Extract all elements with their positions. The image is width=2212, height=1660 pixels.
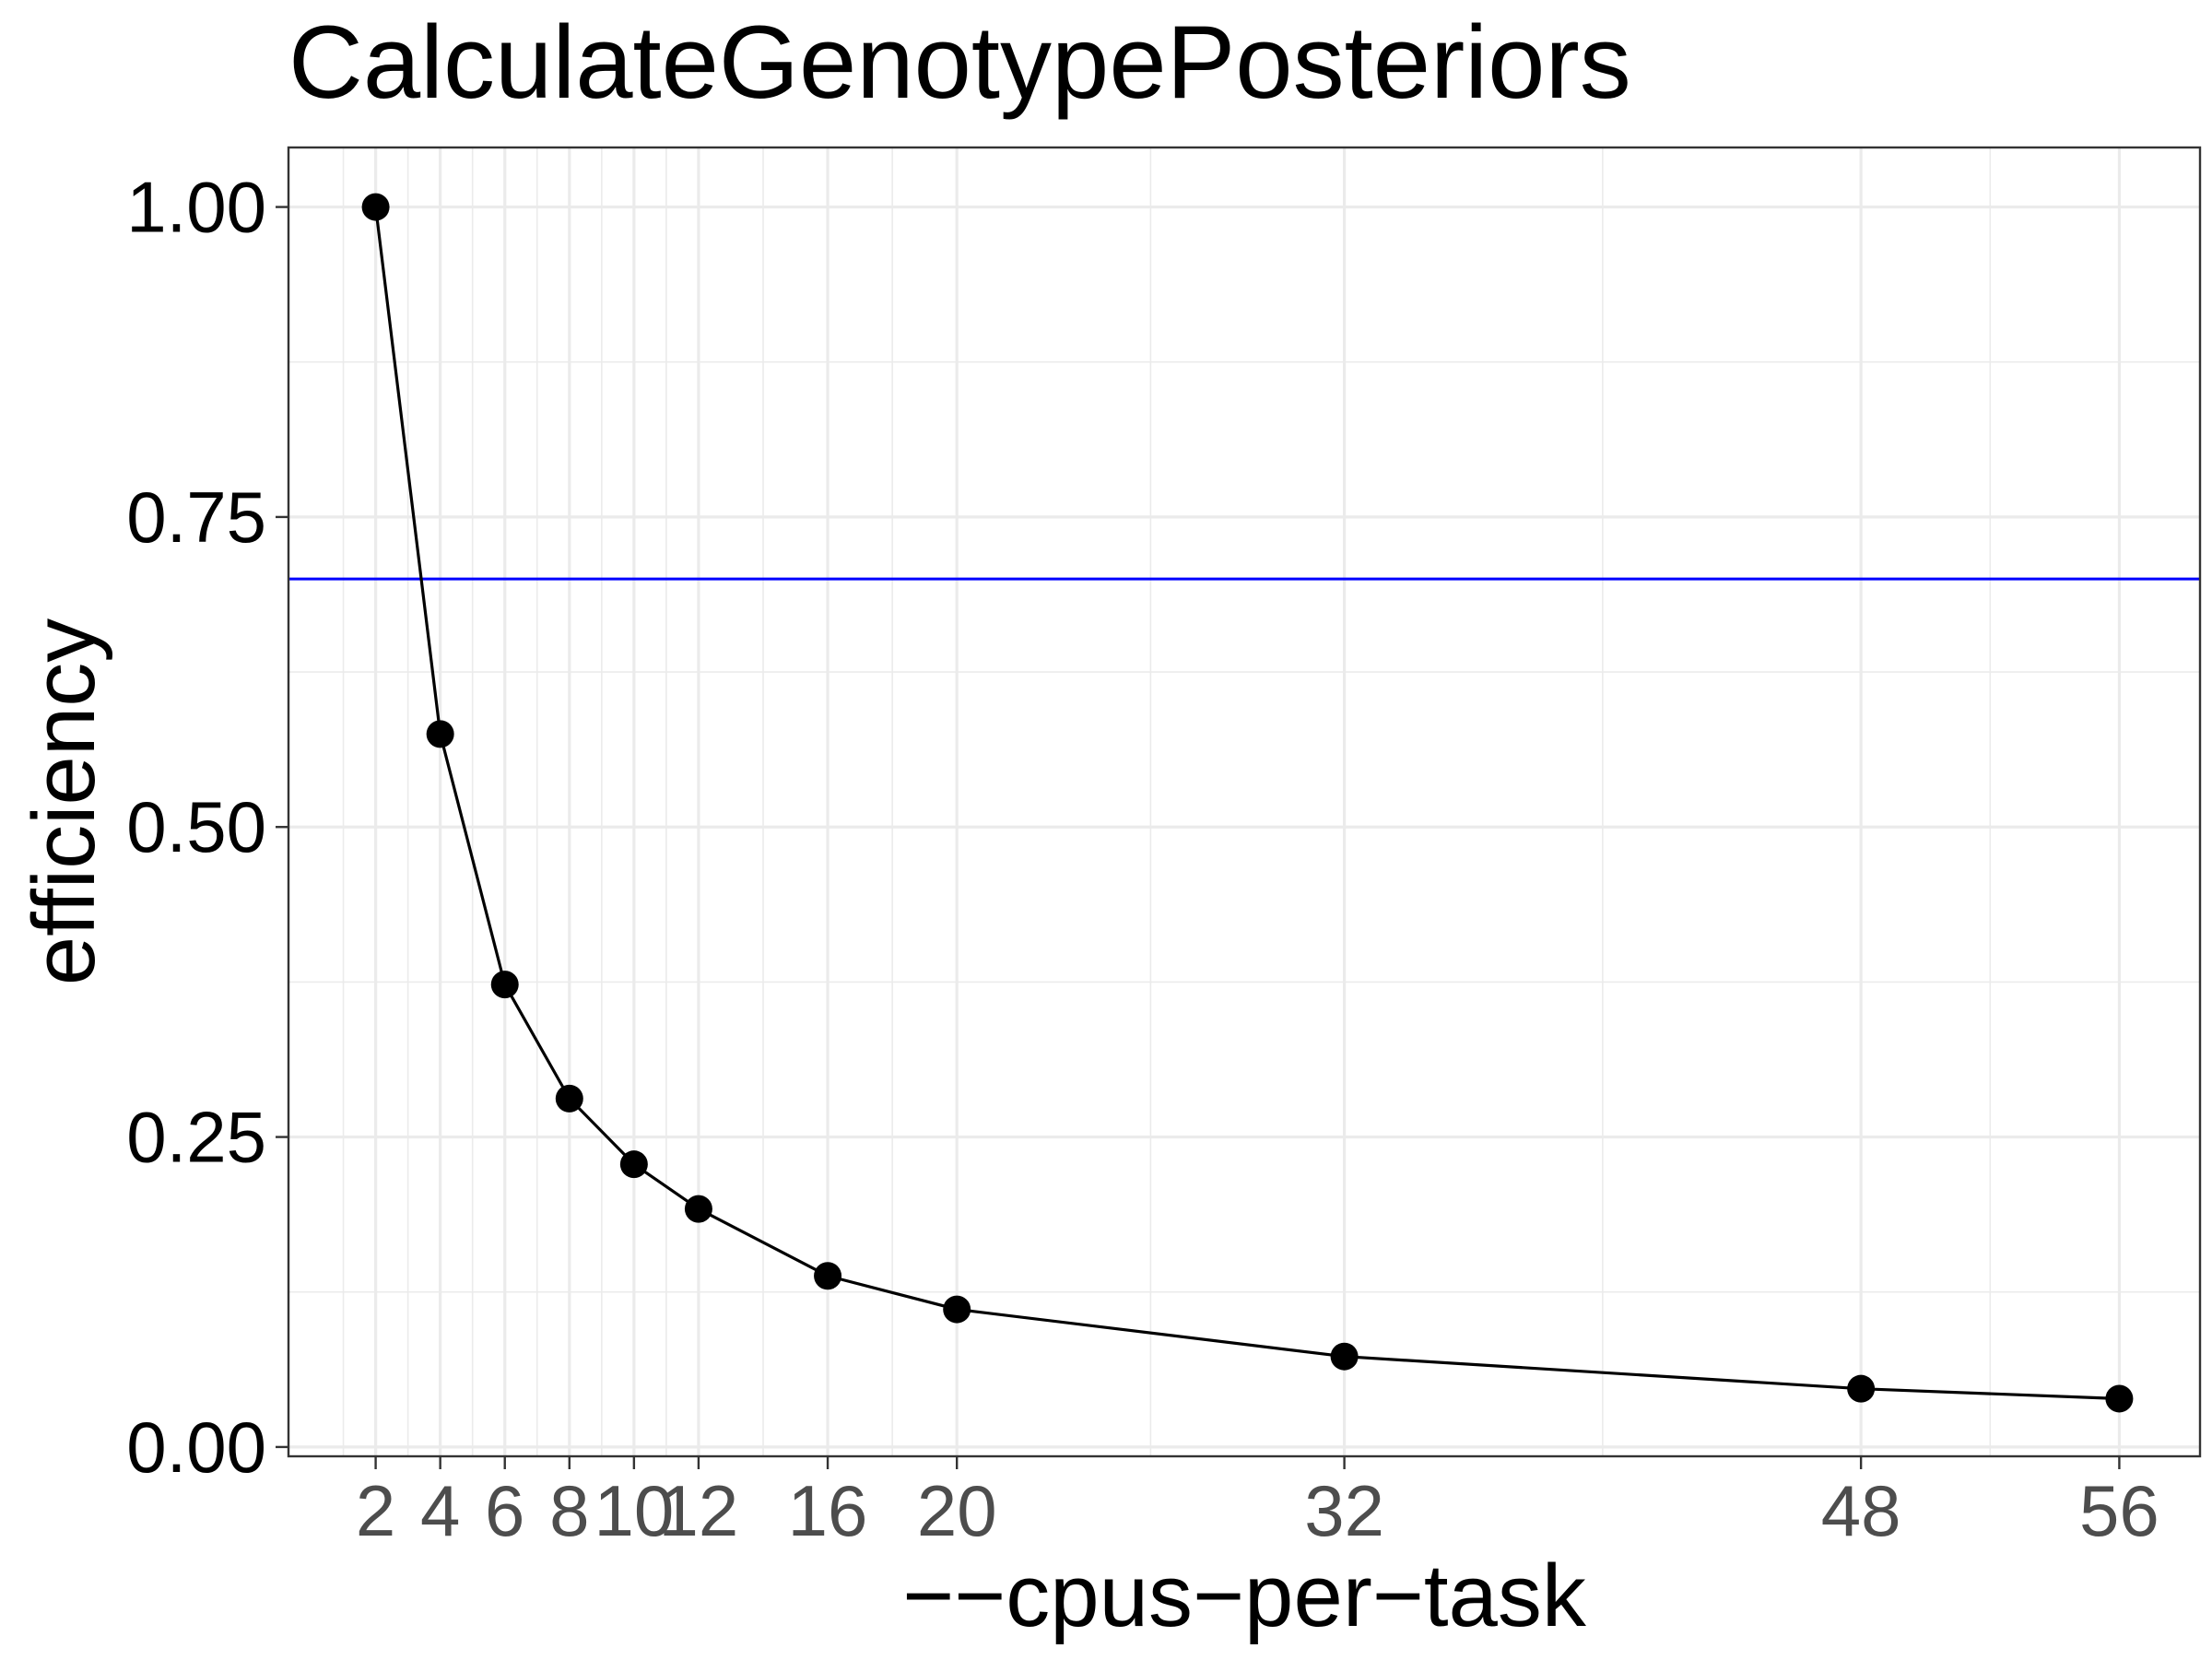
x-tick-label: 8	[549, 1470, 589, 1551]
x-tick-label: 20	[917, 1470, 997, 1551]
x-tick-label: 10	[594, 1470, 674, 1551]
x-tick-label: 6	[485, 1470, 524, 1551]
series-line	[374, 206, 2120, 1401]
x-axis-label: −−cpus−per−task	[902, 1547, 1587, 1645]
data-point	[943, 1295, 971, 1324]
data-point	[1847, 1374, 1876, 1403]
x-tick-label: 12	[659, 1470, 739, 1551]
data-point	[361, 193, 390, 221]
x-tick-label: 32	[1304, 1470, 1384, 1551]
y-tick-label: 0.00	[126, 1407, 266, 1488]
x-tick-label: 4	[420, 1470, 460, 1551]
minor-grid	[288, 147, 2200, 1456]
data-point	[814, 1262, 842, 1290]
y-tick-label: 0.25	[126, 1097, 266, 1178]
x-tick-label: 16	[788, 1470, 868, 1551]
major-grid	[288, 147, 2200, 1456]
y-tick-label: 1.00	[126, 167, 266, 248]
data-point	[555, 1084, 583, 1113]
chart-title: CalculateGenotypePosteriors	[288, 5, 1631, 120]
data-point	[490, 971, 519, 999]
series-layer	[361, 193, 2134, 1413]
y-tick-label: 0.50	[126, 786, 266, 867]
y-tick-label: 0.75	[126, 477, 266, 558]
data-point	[619, 1150, 648, 1179]
x-tick-label: 56	[2079, 1470, 2159, 1551]
x-tick-label: 48	[1821, 1470, 1901, 1551]
data-point	[1330, 1342, 1359, 1371]
data-point	[684, 1195, 712, 1223]
panel-border	[287, 146, 2202, 1458]
data-point	[2105, 1384, 2134, 1413]
data-point	[426, 720, 454, 748]
y-axis: 0.00 0.25 0.50 0.75 1.00	[126, 167, 288, 1488]
y-axis-label: efficiency	[15, 618, 113, 985]
x-tick-label: 2	[356, 1470, 395, 1551]
